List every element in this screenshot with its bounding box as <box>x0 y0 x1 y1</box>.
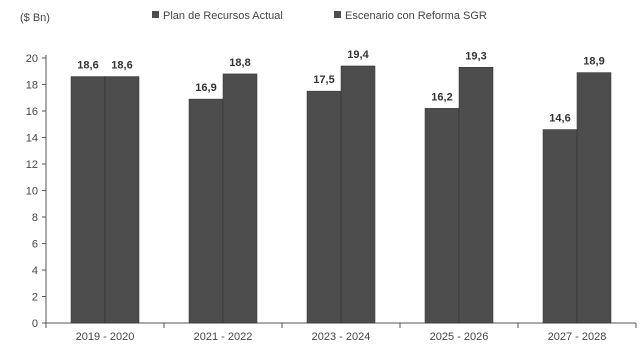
y-tick-label: 20 <box>26 53 38 65</box>
data-label: 18,6 <box>77 60 98 72</box>
y-tick-label: 0 <box>32 318 38 330</box>
data-label: 19,3 <box>465 50 486 62</box>
data-label: 17,5 <box>313 74 334 86</box>
y-tick-label: 12 <box>26 159 38 171</box>
data-label: 18,9 <box>583 56 604 68</box>
data-label: 14,6 <box>549 113 570 125</box>
y-tick-label: 8 <box>32 212 38 224</box>
bar <box>188 98 224 324</box>
legend-label: Plan de Recursos Actual <box>163 10 283 22</box>
data-labels: 18,6 16,9 17,5 16,2 14,6 18,6 18,8 19,4 19,3 18,9 <box>77 49 604 125</box>
bar <box>222 73 258 324</box>
legend-swatch <box>152 11 159 18</box>
x-tick-label: 2021 - 2022 <box>194 331 253 343</box>
legend-swatch <box>334 11 341 18</box>
data-label: 18,8 <box>229 57 250 69</box>
bar <box>340 65 376 324</box>
bar <box>576 72 612 324</box>
data-label: 16,2 <box>431 91 452 103</box>
bar <box>70 76 106 324</box>
bar <box>104 76 140 324</box>
data-label: 19,4 <box>347 49 369 61</box>
y-tick-label: 6 <box>32 239 38 251</box>
data-label: 16,9 <box>195 82 216 94</box>
x-tick-label: 2025 - 2026 <box>430 331 489 343</box>
bars <box>70 65 612 324</box>
y-tick-label: 2 <box>32 292 38 304</box>
legend-label: Escenario con Reforma SGR <box>345 10 487 22</box>
x-tick-label: 2027 - 2028 <box>548 331 607 343</box>
bar <box>424 108 460 324</box>
x-axis: 2019 - 2020 2021 - 2022 2023 - 2024 2025 - … <box>45 322 637 343</box>
bar <box>306 90 342 324</box>
y-tick-label: 18 <box>26 80 38 92</box>
y-tick-label: 16 <box>26 106 38 118</box>
y-tick-label: 10 <box>26 186 38 198</box>
legend: Plan de Recursos Actual Escenario con Ref… <box>152 10 487 22</box>
x-tick-label: 2023 - 2024 <box>312 331 371 343</box>
x-tick-label: 2019 - 2020 <box>76 331 135 343</box>
bar <box>542 129 578 324</box>
y-axis: 0 2 4 6 8 10 12 14 16 18 20 <box>26 53 47 330</box>
y-unit-label: ($ Bn) <box>20 12 50 24</box>
data-label: 18,6 <box>111 60 132 72</box>
y-tick-label: 4 <box>32 265 38 277</box>
y-tick-label: 14 <box>26 133 38 145</box>
bar <box>458 67 494 324</box>
